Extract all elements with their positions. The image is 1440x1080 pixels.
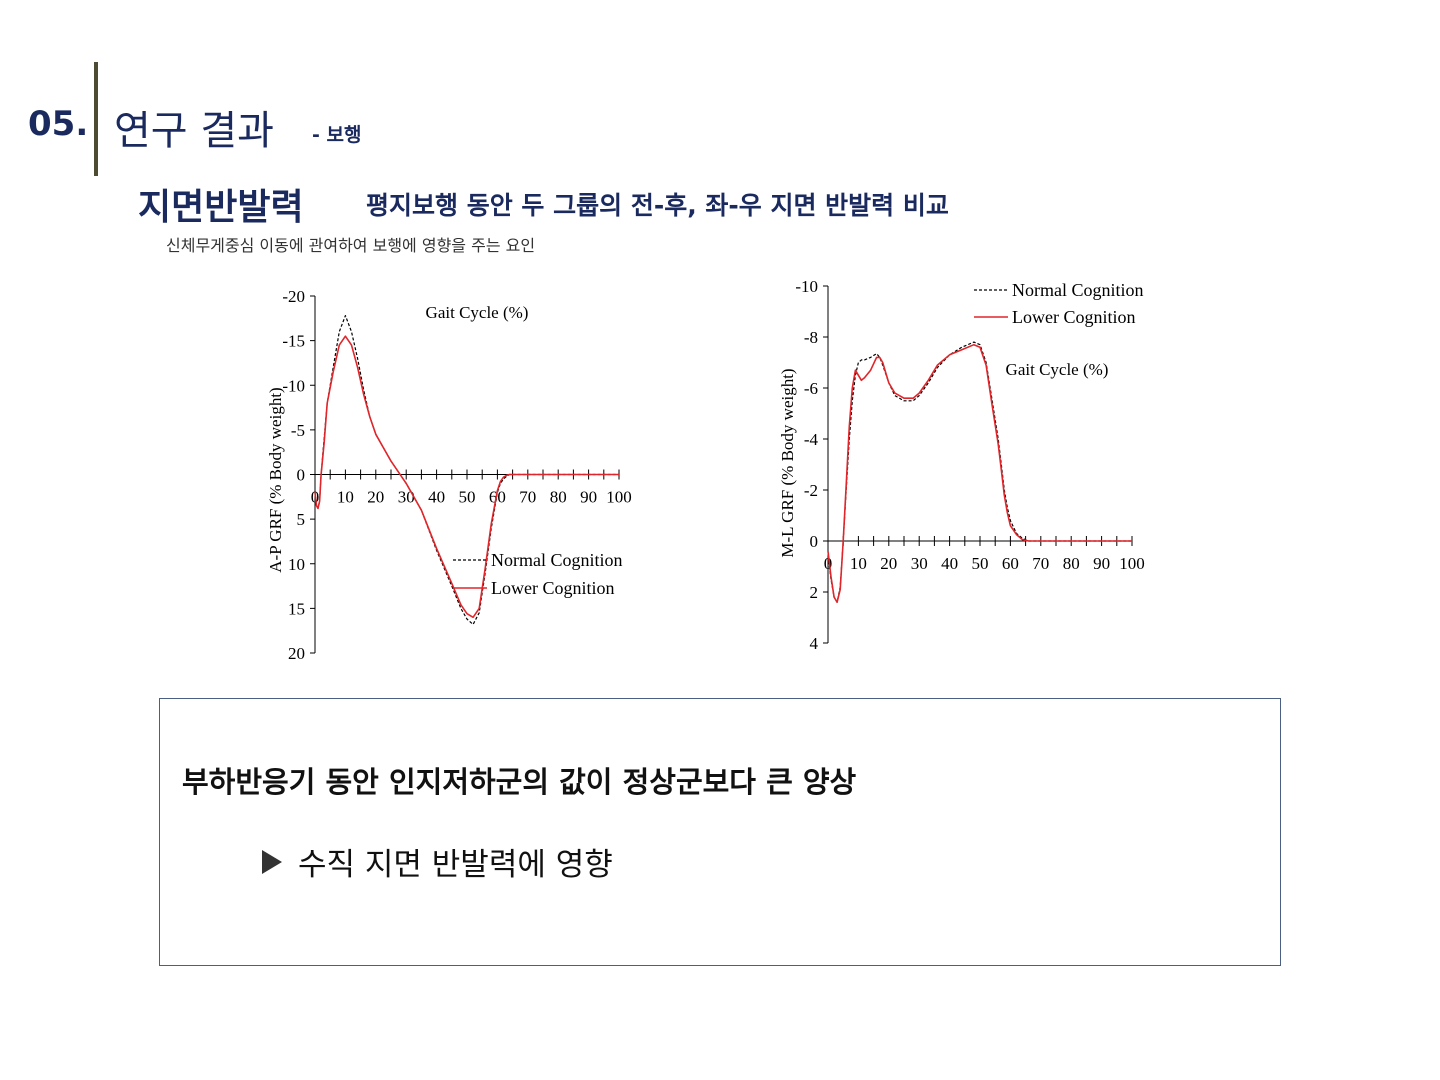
y-tick-label: -8 [804,328,818,347]
series-line-lower-cognition [827,343,1132,604]
y-tick-label: 10 [288,555,305,574]
page-title: 연구 결과 [114,108,274,154]
x-tick-label: 40 [428,488,445,507]
section-heading: 지면반발력 [138,187,304,228]
x-tick-label: 10 [337,488,354,507]
x-tick-label: 80 [1063,554,1080,573]
y-tick-label: -10 [795,277,818,296]
x-tick-label: 100 [606,488,632,507]
summary-bullet: 수직 지면 반발력에 영향 [262,839,613,884]
y-tick-label: 0 [297,466,306,485]
summary-bullet-text: 수직 지면 반발력에 영향 [298,847,613,883]
legend-label: Normal Cognition [1012,280,1144,300]
y-axis-title: M-L GRF (% Body weight) [778,368,797,557]
y-tick-label: 5 [297,510,306,529]
y-tick-label: -4 [804,430,819,449]
play-triangle-icon [262,849,282,874]
x-tick-label: 90 [580,488,597,507]
x-tick-label: 60 [489,488,506,507]
y-tick-label: 20 [288,644,305,663]
legend-label: Lower Cognition [1012,307,1136,327]
x-tick-label: 20 [367,488,384,507]
y-tick-label: 4 [810,634,819,653]
x-tick-label: 40 [941,554,958,573]
y-tick-label: 2 [810,583,819,602]
y-tick-label: -15 [282,332,305,351]
x-axis-title: Gait Cycle (%) [426,303,529,322]
x-tick-label: 80 [550,488,567,507]
x-tick-label: 90 [1093,554,1110,573]
series-line-lower-cognition [314,335,619,619]
y-tick-label: 15 [288,599,305,618]
x-tick-label: 10 [850,554,867,573]
x-axis-title: Gait Cycle (%) [1006,360,1109,379]
section-divider-bar [94,62,98,176]
x-tick-label: 70 [519,488,536,507]
summary-main-text: 부하반응기 동안 인지저하군의 값이 정상군보다 큰 양상 [182,765,857,799]
x-tick-label: 100 [1119,554,1145,573]
y-tick-label: -2 [804,481,818,500]
y-tick-label: 0 [810,532,819,551]
summary-box: 부하반응기 동안 인지저하군의 값이 정상군보다 큰 양상 수직 지면 반발력에… [159,698,1281,966]
x-tick-label: 20 [880,554,897,573]
section-number: 05. [28,104,89,144]
section-description: 신체무게중심 이동에 관여하여 보행에 영향을 주는 요인 [166,236,536,255]
x-tick-label: 30 [911,554,928,573]
y-tick-label: -20 [282,287,305,306]
x-tick-label: 50 [972,554,989,573]
page-subtitle: - 보행 [312,124,362,146]
y-tick-label: -10 [282,376,305,395]
x-tick-label: 50 [459,488,476,507]
legend-label: Lower Cognition [491,578,615,598]
y-tick-label: -6 [804,379,818,398]
section-heading-subtitle: 평지보행 동안 두 그룹의 전-후, 좌-우 지면 반발력 비교 [366,191,949,220]
x-tick-label: 60 [1002,554,1019,573]
y-tick-label: -5 [291,421,305,440]
y-axis-title: A-P GRF (% Body weight) [266,387,285,572]
x-tick-label: 0 [824,554,833,573]
legend-label: Normal Cognition [491,550,623,570]
x-tick-label: 70 [1032,554,1049,573]
